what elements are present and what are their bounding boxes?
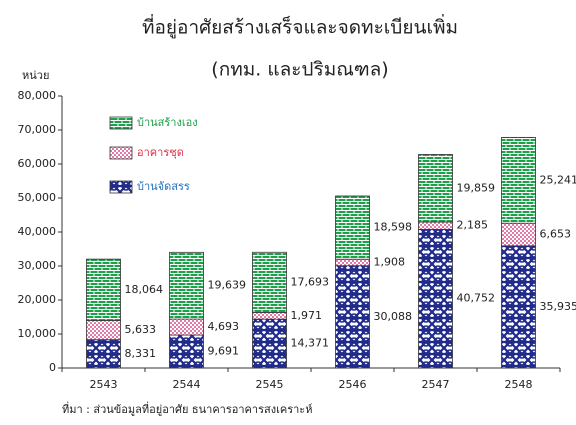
value-label: 40,752 <box>457 292 496 305</box>
legend-swatch <box>109 180 133 194</box>
value-label: 18,064 <box>125 283 164 296</box>
y-tick-label: 30,000 <box>18 259 57 272</box>
bar-segment <box>501 222 536 247</box>
y-tick-label: 60,000 <box>18 157 57 170</box>
legend-swatch <box>109 146 133 160</box>
value-label: 17,693 <box>291 275 330 288</box>
value-label: 6,653 <box>540 228 572 241</box>
bar-segment <box>418 154 453 223</box>
value-label: 8,331 <box>125 347 157 360</box>
value-label: 4,693 <box>208 320 240 333</box>
legend-label: อาคารชุด <box>137 146 184 159</box>
y-axis-label: หน่วย <box>22 69 49 82</box>
y-tick-label: 20,000 <box>18 293 57 306</box>
bar-segment <box>86 339 121 369</box>
bar-segment <box>252 318 287 369</box>
legend-label: บ้านสร้างเอง <box>137 116 198 129</box>
bar-segment <box>418 221 453 230</box>
y-tick-label: 50,000 <box>18 191 57 204</box>
y-tick-label: 70,000 <box>18 123 57 136</box>
x-tick-label: 2545 <box>256 378 284 391</box>
value-label: 25,241 <box>540 173 576 186</box>
value-label: 2,185 <box>457 219 489 232</box>
y-tick-label: 80,000 <box>18 89 57 102</box>
bar-segment <box>169 334 204 369</box>
bar-segment <box>418 229 453 369</box>
bar-segment <box>169 251 204 320</box>
x-tick-label: 2548 <box>505 378 533 391</box>
legend-label: บ้านจัดสรร <box>137 180 190 193</box>
value-label: 19,859 <box>457 181 496 194</box>
bar-segment <box>501 245 536 369</box>
value-label: 14,371 <box>291 337 330 350</box>
bar-segment <box>335 195 370 260</box>
value-label: 30,088 <box>374 310 413 323</box>
x-tick-label: 2547 <box>422 378 450 391</box>
value-label: 35,935 <box>540 300 576 313</box>
value-label: 19,639 <box>208 279 247 292</box>
bar-segment <box>86 320 121 341</box>
x-tick-label: 2546 <box>339 378 367 391</box>
bar-segment <box>335 258 370 267</box>
y-tick-label: 40,000 <box>18 225 57 238</box>
value-label: 9,691 <box>208 345 240 358</box>
bar-segment <box>169 318 204 336</box>
source-note: ที่มา : ส่วนข้อมูลที่อยู่อาศัย ธนาคารอาค… <box>62 401 312 416</box>
y-tick-label: 10,000 <box>18 327 57 340</box>
value-label: 1,971 <box>291 309 323 322</box>
bar-segment <box>335 265 370 369</box>
x-tick-label: 2543 <box>90 378 118 391</box>
chart-subtitle: (กทม. และปริมณฑล) <box>211 59 388 81</box>
bar-segment <box>501 136 536 224</box>
y-tick-label: 0 <box>49 361 56 374</box>
value-label: 5,633 <box>125 323 157 336</box>
x-tick-label: 2544 <box>173 378 201 391</box>
bar-segment <box>252 312 287 320</box>
bar-segment <box>252 251 287 313</box>
value-label: 1,908 <box>374 255 406 268</box>
value-label: 18,598 <box>374 221 413 234</box>
bar-segment <box>86 258 121 321</box>
chart-title: ที่อยู่อาศัยสร้างเสร็จและจดทะเบียนเพิ่ม <box>142 14 458 39</box>
legend-swatch <box>109 116 133 130</box>
